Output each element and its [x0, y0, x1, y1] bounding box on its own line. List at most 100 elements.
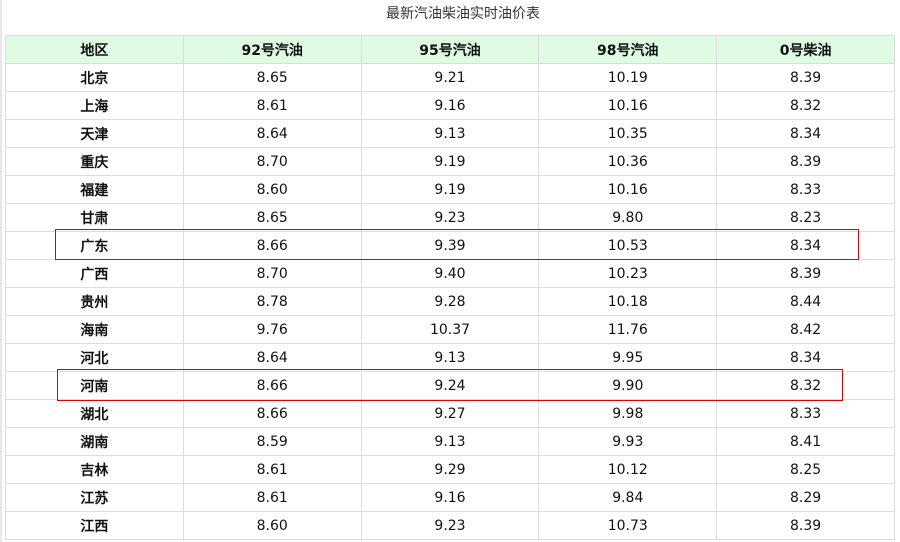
region-cell: 重庆	[5, 147, 184, 176]
price-cell: 10.36	[538, 147, 718, 176]
price-cell: 8.23	[716, 203, 895, 232]
table-row: 海南 9.76 10.37 11.76 8.42	[5, 315, 895, 344]
page-title: 最新汽油柴油实时油价表	[386, 6, 540, 22]
price-cell: 8.34	[716, 343, 895, 372]
price-cell: 10.73	[538, 511, 718, 540]
price-cell: 9.16	[360, 91, 540, 120]
region-cell: 河南	[5, 371, 184, 400]
price-cell: 8.61	[182, 455, 362, 484]
price-cell: 10.53	[538, 231, 718, 260]
price-cell: 10.12	[538, 455, 718, 484]
price-cell: 8.61	[182, 483, 362, 512]
price-cell: 9.84	[538, 483, 718, 512]
price-cell: 9.27	[360, 399, 540, 428]
price-cell: 8.39	[716, 63, 895, 92]
table-row: 天津 8.64 9.13 10.35 8.34	[5, 119, 895, 148]
price-cell: 9.28	[360, 287, 540, 316]
price-cell: 9.19	[360, 175, 540, 204]
region-cell: 上海	[5, 91, 184, 120]
region-cell: 福建	[5, 175, 184, 204]
price-cell: 9.95	[538, 343, 718, 372]
price-cell: 8.33	[716, 399, 895, 428]
price-cell: 9.13	[360, 343, 540, 372]
price-cell: 8.25	[716, 455, 895, 484]
price-cell: 8.64	[182, 119, 362, 148]
column-header: 95号汽油	[360, 35, 540, 64]
price-cell: 8.66	[182, 371, 362, 400]
region-cell: 广东	[5, 231, 184, 260]
price-cell: 9.40	[360, 259, 540, 288]
table-row: 江西 8.60 9.23 10.73 8.39	[5, 511, 895, 540]
table-row: 上海 8.61 9.16 10.16 8.32	[5, 91, 895, 120]
price-cell: 8.65	[182, 63, 362, 92]
price-cell: 8.59	[182, 427, 362, 456]
table-row: 广东 8.66 9.39 10.53 8.34	[5, 231, 895, 260]
price-cell: 10.16	[538, 175, 718, 204]
table-row: 福建 8.60 9.19 10.16 8.33	[5, 175, 895, 204]
price-cell: 10.18	[538, 287, 718, 316]
price-cell: 8.39	[716, 511, 895, 540]
table-header-row: 地区 92号汽油 95号汽油 98号汽油 0号柴油	[5, 35, 895, 64]
oil-price-table: 地区 92号汽油 95号汽油 98号汽油 0号柴油 北京 8.65 9.21 10.19 8.3…	[5, 35, 895, 540]
table-row: 江苏 8.61 9.16 9.84 8.29	[5, 483, 895, 512]
price-cell: 9.13	[360, 427, 540, 456]
region-cell: 湖北	[5, 399, 184, 428]
price-cell: 9.21	[360, 63, 540, 92]
price-cell: 8.32	[716, 91, 895, 120]
table-row: 河南 8.66 9.24 9.90 8.32	[5, 371, 895, 400]
price-cell: 10.19	[538, 63, 718, 92]
column-header: 98号汽油	[538, 35, 718, 64]
price-cell: 10.16	[538, 91, 718, 120]
price-cell: 8.44	[716, 287, 895, 316]
region-cell: 海南	[5, 315, 184, 344]
price-cell: 8.32	[716, 371, 895, 400]
price-cell: 9.80	[538, 203, 718, 232]
price-cell: 8.33	[716, 175, 895, 204]
column-header: 0号柴油	[716, 35, 895, 64]
price-cell: 8.60	[182, 175, 362, 204]
price-cell: 8.41	[716, 427, 895, 456]
price-cell: 10.35	[538, 119, 718, 148]
region-cell: 吉林	[5, 455, 184, 484]
region-cell: 贵州	[5, 287, 184, 316]
price-cell: 8.34	[716, 231, 895, 260]
price-cell: 9.23	[360, 203, 540, 232]
price-cell: 9.29	[360, 455, 540, 484]
price-cell: 9.24	[360, 371, 540, 400]
region-cell: 北京	[5, 63, 184, 92]
region-cell: 广西	[5, 259, 184, 288]
region-cell: 河北	[5, 343, 184, 372]
table-row: 北京 8.65 9.21 10.19 8.39	[5, 63, 895, 92]
price-cell: 9.19	[360, 147, 540, 176]
page-edge	[0, 0, 2, 542]
table-row: 贵州 8.78 9.28 10.18 8.44	[5, 287, 895, 316]
region-cell: 甘肃	[5, 203, 184, 232]
price-cell: 8.34	[716, 119, 895, 148]
price-cell: 8.65	[182, 203, 362, 232]
price-cell: 9.39	[360, 231, 540, 260]
price-cell: 10.37	[360, 315, 540, 344]
price-cell: 9.93	[538, 427, 718, 456]
price-cell: 9.16	[360, 483, 540, 512]
price-cell: 8.60	[182, 511, 362, 540]
price-cell: 8.70	[182, 259, 362, 288]
table-row: 吉林 8.61 9.29 10.12 8.25	[5, 455, 895, 484]
price-cell: 8.39	[716, 259, 895, 288]
table-row: 广西 8.70 9.40 10.23 8.39	[5, 259, 895, 288]
table-row: 湖南 8.59 9.13 9.93 8.41	[5, 427, 895, 456]
price-cell: 8.42	[716, 315, 895, 344]
column-header: 92号汽油	[182, 35, 362, 64]
price-cell: 11.76	[538, 315, 718, 344]
table-row: 河北 8.64 9.13 9.95 8.34	[5, 343, 895, 372]
region-cell: 江苏	[5, 483, 184, 512]
table-row: 湖北 8.66 9.27 9.98 8.33	[5, 399, 895, 428]
region-cell: 江西	[5, 511, 184, 540]
table-row: 甘肃 8.65 9.23 9.80 8.23	[5, 203, 895, 232]
price-cell: 9.90	[538, 371, 718, 400]
price-cell: 9.13	[360, 119, 540, 148]
region-cell: 湖南	[5, 427, 184, 456]
price-cell: 8.78	[182, 287, 362, 316]
price-cell: 9.23	[360, 511, 540, 540]
price-cell: 8.29	[716, 483, 895, 512]
price-cell: 9.76	[182, 315, 362, 344]
